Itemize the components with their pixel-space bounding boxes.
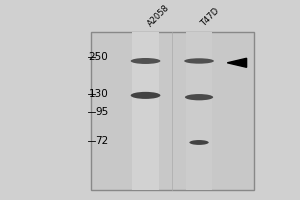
Text: 250: 250 — [88, 52, 108, 62]
Ellipse shape — [131, 58, 161, 64]
Bar — [91, 32, 254, 190]
Polygon shape — [227, 58, 247, 67]
Text: 130: 130 — [88, 89, 108, 99]
Ellipse shape — [184, 58, 214, 64]
Text: A2058: A2058 — [146, 3, 171, 28]
Ellipse shape — [131, 92, 161, 99]
Ellipse shape — [185, 94, 213, 100]
Text: 72: 72 — [95, 136, 108, 146]
Ellipse shape — [189, 140, 209, 145]
Text: T47D: T47D — [199, 6, 221, 28]
Text: 95: 95 — [95, 107, 108, 117]
Bar — [186, 32, 212, 190]
Bar — [132, 32, 159, 190]
